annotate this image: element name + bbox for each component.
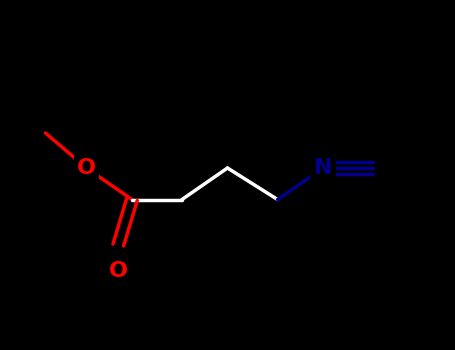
Text: O: O: [77, 158, 96, 178]
Text: N: N: [314, 158, 332, 178]
Text: N: N: [314, 158, 332, 178]
Text: O: O: [77, 158, 96, 178]
Text: O: O: [109, 261, 128, 281]
Text: O: O: [109, 261, 128, 281]
